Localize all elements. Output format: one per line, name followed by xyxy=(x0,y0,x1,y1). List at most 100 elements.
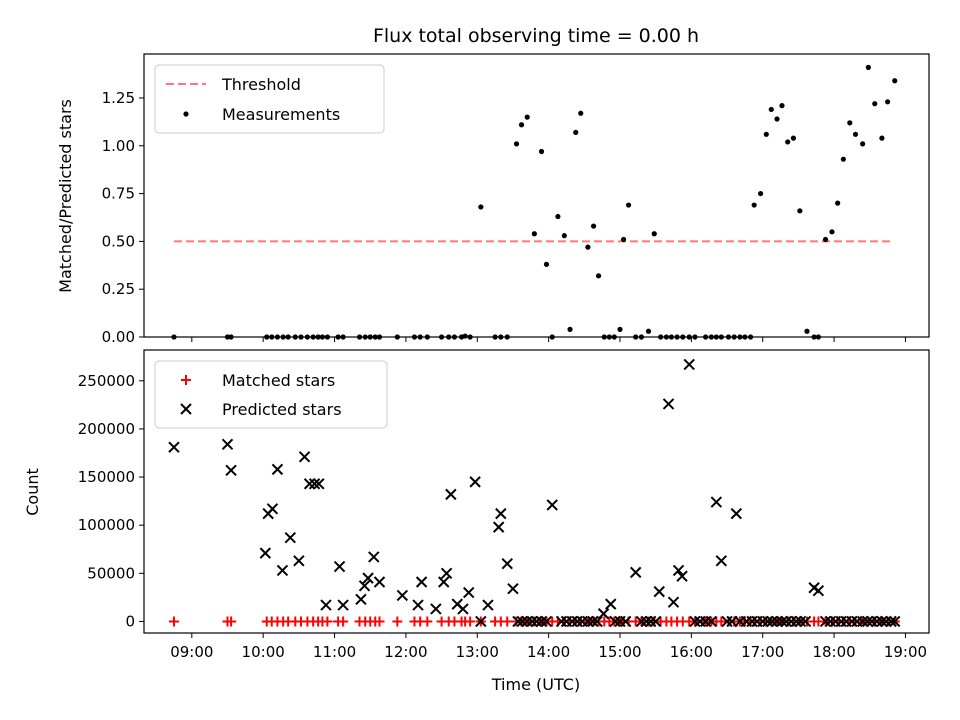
predicted-star-point xyxy=(475,615,487,628)
measurement-point xyxy=(524,114,530,120)
bottom-legend-box xyxy=(154,360,388,429)
predicted-star-point xyxy=(846,615,858,628)
measurement-point xyxy=(531,231,537,237)
predicted-star-point xyxy=(771,615,783,628)
predicted-star-point xyxy=(368,551,380,563)
predicted-star-point xyxy=(587,615,599,628)
predicted-star-point xyxy=(582,615,594,628)
top-y-tick-label: 0.75 xyxy=(102,185,135,203)
predicted-star-point xyxy=(271,463,284,476)
measurement-point xyxy=(785,139,791,145)
predicted-star-point xyxy=(526,615,538,628)
predicted-star-point xyxy=(540,615,553,628)
bottom-plot-frame xyxy=(143,349,930,634)
predicted-star-point xyxy=(320,599,332,611)
measurement-point xyxy=(879,135,885,141)
predicted-star-point xyxy=(880,615,892,628)
predicted-star-point xyxy=(667,596,680,608)
predicted-star-point xyxy=(412,599,424,611)
top-x-ticks xyxy=(191,337,906,342)
predicted-star-point xyxy=(303,478,316,490)
measurement-point xyxy=(757,190,764,197)
predicted-star-point xyxy=(521,615,533,628)
measurement-point xyxy=(561,233,567,239)
predicted-star-point xyxy=(730,507,743,520)
measurements-legend-swatch xyxy=(183,111,189,117)
predicted-star-point xyxy=(640,615,653,628)
predicted-star-point xyxy=(555,615,568,628)
predicted-star-point xyxy=(362,572,374,584)
measurement-point xyxy=(790,135,797,141)
predicted-star-point xyxy=(819,615,832,628)
predicted-star-point xyxy=(676,570,688,582)
x-tick-label: 09:00 xyxy=(170,643,213,661)
predicted-star-point xyxy=(492,521,505,533)
predicted-star-point xyxy=(721,615,733,628)
measurement-point xyxy=(872,101,878,107)
predicted-star-point xyxy=(653,585,665,598)
matched-star-point xyxy=(168,616,179,627)
top-y-tick-label: 0.25 xyxy=(102,280,135,298)
predicted-star-point xyxy=(313,478,325,490)
predicted-star-point xyxy=(689,615,701,628)
predicted-star-point xyxy=(609,615,621,628)
predicted-star-point xyxy=(438,576,450,588)
predicted-star-point xyxy=(168,441,180,453)
measurement-point xyxy=(578,110,584,116)
chart-title: Flux total observing time = 0.00 h xyxy=(373,25,699,47)
measurement-point xyxy=(751,202,757,208)
matched-star-point xyxy=(465,616,476,627)
predicted-star-point xyxy=(605,598,617,610)
predicted-star-point xyxy=(746,615,758,628)
predicted-star-point xyxy=(790,615,802,628)
predicted-star-point xyxy=(298,451,311,463)
measurement-point xyxy=(840,156,846,162)
bottom-y-tick-label: 0 xyxy=(125,612,135,630)
measurement-point xyxy=(585,244,591,250)
measurement-point xyxy=(518,122,525,128)
predicted-star-point xyxy=(662,398,675,410)
predicted-star-point xyxy=(629,566,642,579)
matched-star-point xyxy=(322,616,333,627)
measurement-point xyxy=(513,141,520,147)
matched-star-point xyxy=(226,616,237,627)
predicted-star-point xyxy=(221,438,234,451)
predicted-star-point xyxy=(337,599,349,611)
predicted-star-point xyxy=(530,615,543,628)
predicted-star-point xyxy=(856,615,869,628)
predicted-star-point xyxy=(293,555,305,567)
bottom-y-tick-label: 200000 xyxy=(78,420,135,438)
predicted-star-point xyxy=(571,615,583,628)
x-axis-label: Time (UTC) xyxy=(491,675,580,694)
bottom-y-tick-label: 150000 xyxy=(78,468,135,486)
measurement-point xyxy=(620,236,627,243)
measurement-point xyxy=(651,231,657,237)
predicted-star-point xyxy=(469,476,481,488)
predicted-star-point xyxy=(396,589,409,602)
predicted-star-point xyxy=(308,478,321,490)
measurement-point xyxy=(645,328,652,334)
bottom-y-ticks: 0 50000 100000 150000 200000 250000 xyxy=(78,372,144,630)
measurement-point xyxy=(829,229,835,235)
matched-legend-swatch xyxy=(181,375,191,385)
top-y-tick-label: 0.50 xyxy=(102,232,135,250)
top-y-ticks: 0.00 0.25 0.50 0.75 1.00 1.25 xyxy=(102,89,144,346)
bottom-x-ticks: 09:00 10:00 11:00 12:00 13:00 14:00 15:00 16:00… xyxy=(170,633,927,661)
top-y-axis-label: Matched/Predicted stars xyxy=(56,99,75,293)
predicted-star-point xyxy=(705,615,718,628)
predicted-star-point xyxy=(266,503,279,515)
top-marks-layer xyxy=(171,64,898,340)
predicted-star-point xyxy=(430,603,442,615)
bottom-marks-layer xyxy=(168,358,901,628)
predicted-star-point xyxy=(889,615,901,628)
top-y-tick-label: 1.00 xyxy=(102,137,135,155)
measurement-point xyxy=(865,64,871,70)
predicted-star-point xyxy=(333,560,346,573)
measurement-point xyxy=(617,326,623,332)
top-panel: Flux total observing time = 0.00 h 0.000… xyxy=(56,25,930,346)
predicted-star-point xyxy=(715,555,728,567)
threshold-legend-label: Threshold xyxy=(221,75,301,94)
predicted-star-point xyxy=(462,586,475,599)
predicted-star-point xyxy=(644,615,657,628)
predicted-star-point xyxy=(482,599,494,611)
